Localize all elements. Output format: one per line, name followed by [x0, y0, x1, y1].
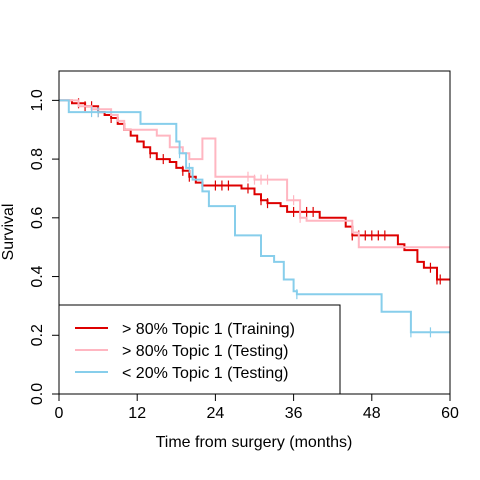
legend: > 80% Topic 1 (Training) > 80% Topic 1 (…	[58, 304, 341, 395]
x-tick-label: 12	[128, 405, 146, 422]
y-tick-label: 1.0	[29, 89, 46, 111]
legend-label-testing-high: > 80% Topic 1 (Testing)	[122, 343, 288, 360]
y-tick-label: 0.2	[29, 324, 46, 346]
y-axis-label: Survival	[0, 204, 17, 261]
series-layer	[59, 98, 450, 338]
legend-label-testing-low: < 20% Topic 1 (Testing)	[122, 365, 288, 382]
x-tick-label: 60	[441, 405, 459, 422]
x-tick-label: 24	[207, 405, 225, 422]
legend-label-training: > 80% Topic 1 (Training)	[122, 321, 295, 338]
y-tick-label: 0.4	[29, 265, 46, 287]
x-tick-label: 36	[285, 405, 303, 422]
y-tick-label: 0.8	[29, 148, 46, 170]
axes-layer: 0 12 24 36 48 60 0.0 0.2 0.4 0.6 0.8 1.0	[29, 89, 459, 422]
x-axis-label: Time from surgery (months)	[156, 434, 353, 451]
series-line-1	[59, 99, 450, 249]
x-tick-label: 0	[55, 405, 64, 422]
y-tick-label: 0.0	[29, 383, 46, 405]
y-tick-label: 0.6	[29, 207, 46, 229]
x-tick-label: 48	[363, 405, 381, 422]
series-line-0	[59, 99, 450, 281]
series-line-2	[59, 99, 450, 334]
